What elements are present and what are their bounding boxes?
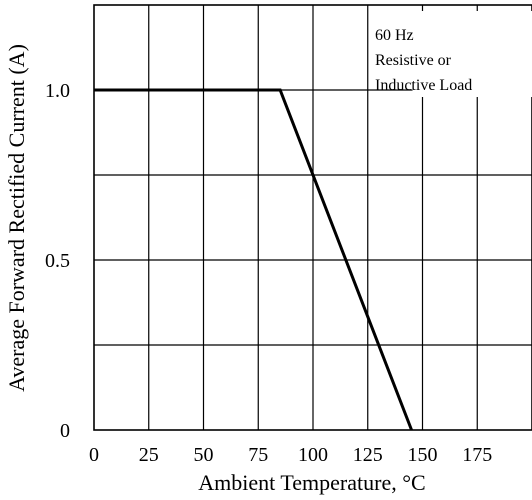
y-tick-label: 0.5 [45, 250, 70, 272]
x-tick-label: 0 [89, 444, 99, 466]
x-tick-labels: 0 25 50 75 100 125 150 175 [89, 444, 492, 466]
annotation-line: Resistive or [375, 52, 452, 69]
x-tick-label: 125 [353, 444, 383, 466]
y-tick-label: 1.0 [45, 80, 70, 102]
series-layer [94, 88, 413, 431]
x-tick-label: 75 [248, 444, 268, 466]
y-axis-label: Average Forward Rectified Current (A) [4, 44, 29, 392]
x-axis-label: Ambient Temperature, °C [198, 470, 425, 495]
x-tick-label: 50 [194, 444, 214, 466]
annotation-line: Inductive Load [375, 77, 472, 94]
annotation: 60 Hz Resistive or Inductive Load [375, 11, 532, 97]
x-tick-label: 175 [462, 444, 492, 466]
y-tick-labels: 0 0.5 1.0 [45, 80, 70, 442]
derating-curve [94, 88, 413, 431]
x-tick-label: 150 [408, 444, 438, 466]
plot-frame [93, 4, 532, 431]
x-tick-label: 100 [298, 444, 328, 466]
x-tick-label: 25 [139, 444, 159, 466]
annotation-line: 60 Hz [375, 27, 414, 44]
y-tick-label: 0 [60, 420, 70, 442]
